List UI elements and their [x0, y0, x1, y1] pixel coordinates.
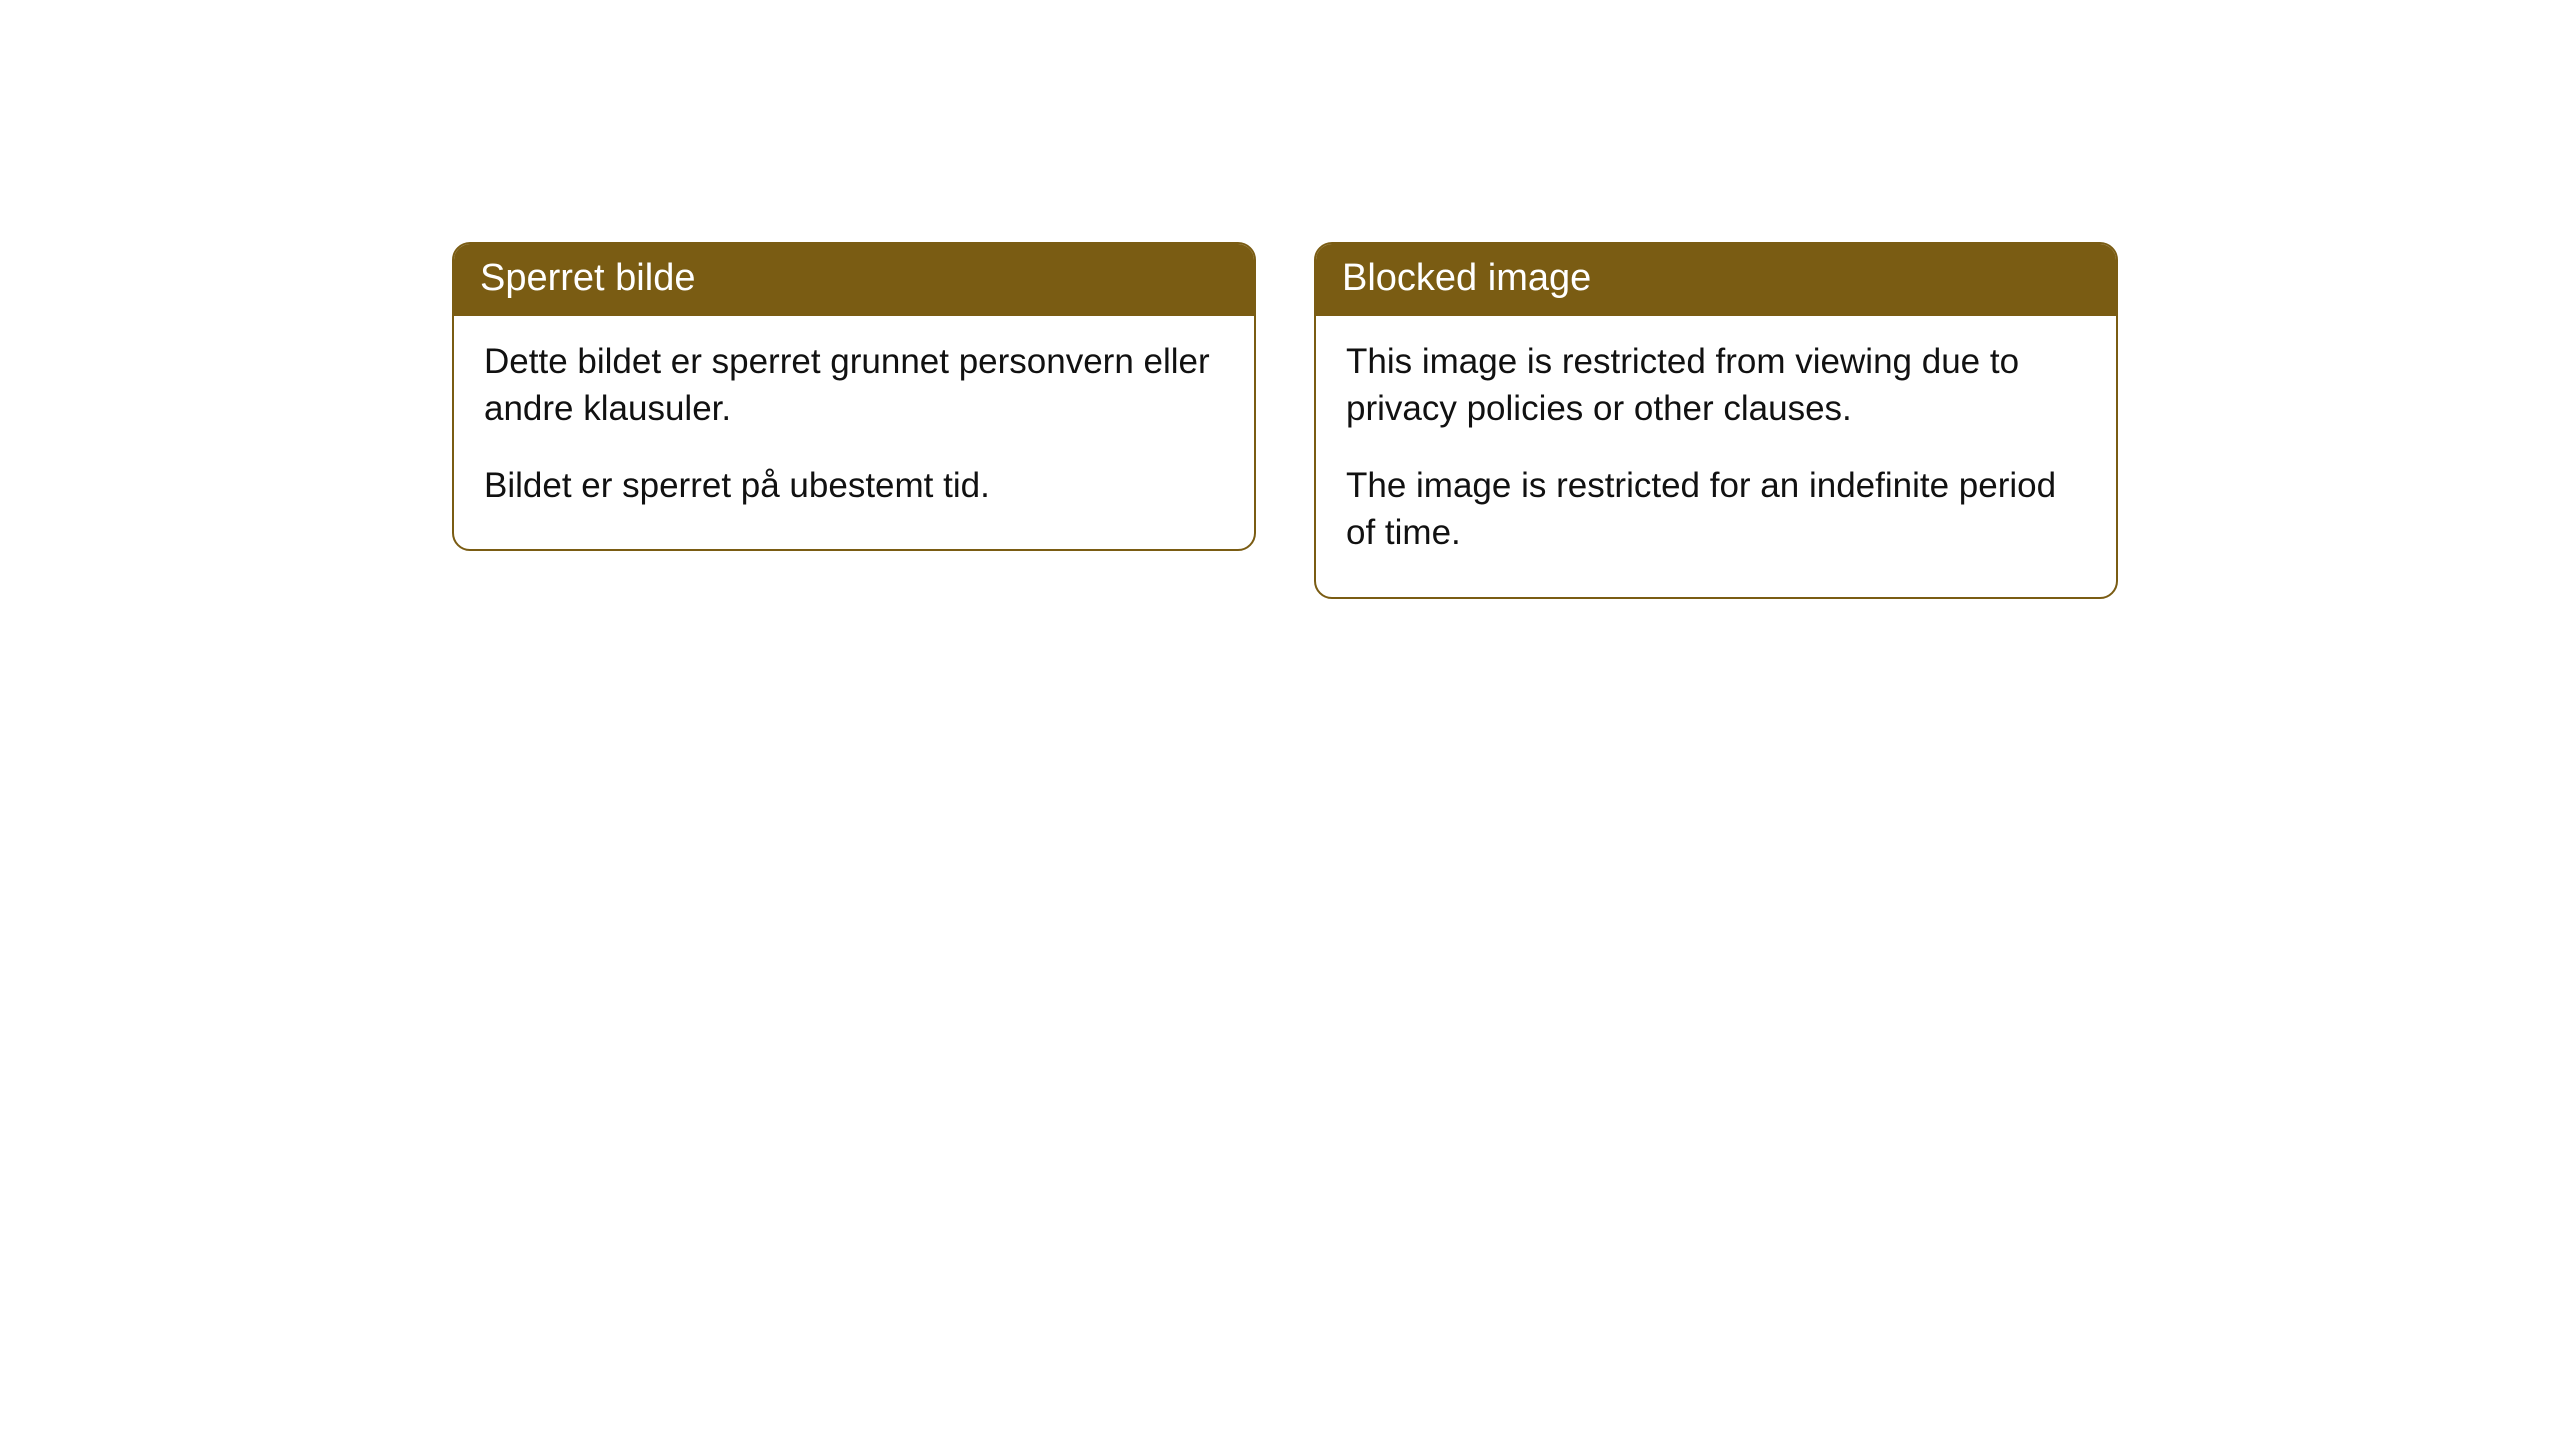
- card-title: Blocked image: [1342, 257, 1591, 299]
- card-paragraph: Dette bildet er sperret grunnet personve…: [484, 338, 1224, 433]
- card-paragraph: Bildet er sperret på ubestemt tid.: [484, 462, 1224, 509]
- card-header: Blocked image: [1316, 244, 2116, 316]
- card-body: Dette bildet er sperret grunnet personve…: [454, 316, 1254, 550]
- card-body: This image is restricted from viewing du…: [1316, 316, 2116, 597]
- card-paragraph: The image is restricted for an indefinit…: [1346, 462, 2086, 557]
- card-paragraph: This image is restricted from viewing du…: [1346, 338, 2086, 433]
- card-title: Sperret bilde: [480, 257, 695, 299]
- blocked-image-card-norwegian: Sperret bilde Dette bildet er sperret gr…: [452, 242, 1256, 551]
- card-header: Sperret bilde: [454, 244, 1254, 316]
- blocked-image-card-english: Blocked image This image is restricted f…: [1314, 242, 2118, 599]
